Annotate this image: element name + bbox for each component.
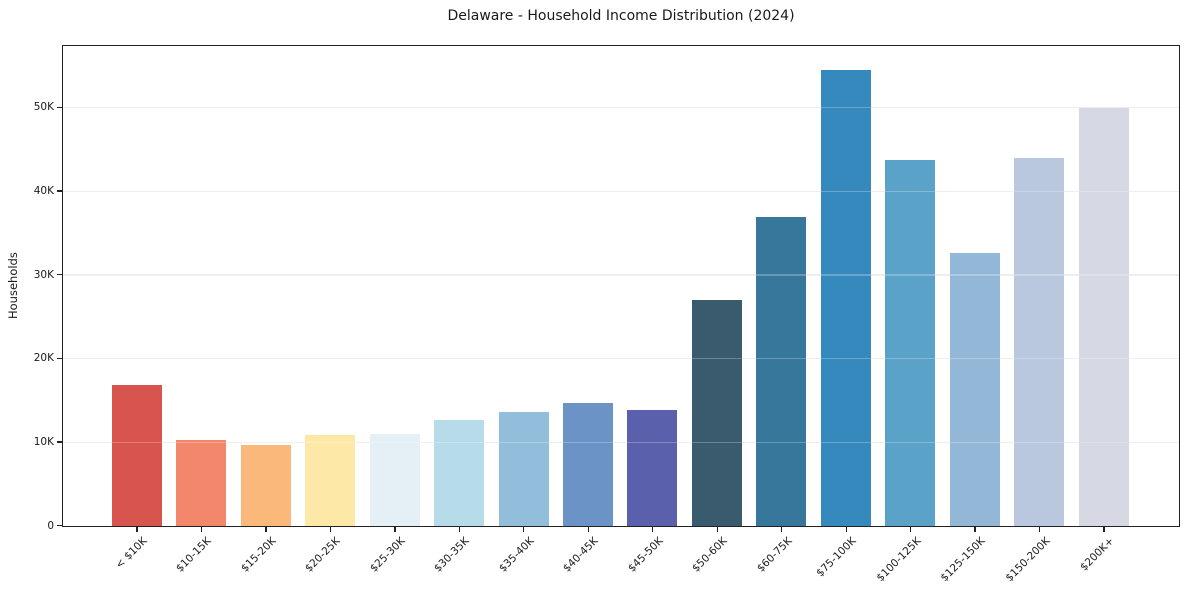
x-tick-mark (845, 527, 847, 532)
x-tick-label: $35-40K (496, 535, 537, 575)
x-tick-mark (523, 527, 525, 532)
bar-$50-60K (691, 300, 742, 526)
x-tick-mark (652, 527, 654, 532)
y-gridline (63, 441, 1179, 443)
y-tick-mark (57, 357, 62, 360)
bar-$75-100K (820, 70, 871, 526)
y-gridline-overlay (63, 274, 1179, 276)
x-tick-label: $125-150K (938, 535, 988, 585)
x-tick-label: $60-75K (754, 535, 795, 575)
y-gridline (63, 107, 1179, 109)
x-tick-label: < $10K (113, 535, 150, 572)
bar-$15-20K (240, 444, 291, 526)
bar-$200K+ (1078, 107, 1129, 526)
x-tick-mark (200, 527, 203, 532)
x-tick-mark (909, 527, 912, 532)
y-gridline-overlay (63, 441, 1179, 443)
bar-< $10K (111, 385, 162, 526)
x-tick-mark (458, 527, 460, 532)
bar-$35-40K (498, 412, 549, 526)
x-tick-mark (1038, 527, 1041, 532)
x-tick-label: $30-35K (432, 535, 472, 575)
bar-$10-15K (176, 439, 227, 526)
x-tick-label: $15-20K (238, 535, 279, 575)
x-tick-label: $25-30K (367, 535, 408, 575)
y-tick-label: 40K (33, 185, 54, 198)
y-tick-label: 30K (33, 268, 54, 281)
y-gridline-overlay (63, 107, 1179, 109)
x-tick-label: $75-100K (814, 535, 859, 580)
y-tick-mark (57, 106, 62, 109)
y-gridline (63, 190, 1179, 192)
x-tick-mark (716, 527, 718, 532)
x-tick-label: $20-25K (303, 535, 343, 575)
x-tick-label: $45-50K (625, 535, 666, 575)
bar-$150-200K (1014, 157, 1065, 526)
y-gridline-overlay (63, 358, 1179, 360)
y-gridline (63, 274, 1179, 276)
y-tick-label: 20K (33, 352, 54, 365)
x-tick-label: $200K+ (1078, 535, 1117, 574)
y-tick-label: 0 (47, 519, 54, 532)
x-tick-mark (781, 527, 783, 532)
x-tick-label: $10-15K (174, 535, 214, 575)
bar-$100-125K (885, 160, 936, 526)
plot-area (62, 45, 1180, 527)
x-tick-mark (136, 527, 138, 532)
x-tick-mark (1103, 527, 1105, 532)
bar-$45-50K (627, 409, 678, 526)
y-tick-label: 50K (33, 101, 54, 114)
x-tick-mark (974, 527, 976, 532)
x-tick-mark (394, 527, 396, 532)
bar-$25-30K (369, 433, 420, 526)
bar-$60-75K (756, 217, 807, 526)
y-gridline (63, 358, 1179, 360)
y-tick-mark (57, 441, 62, 443)
bar-$30-35K (434, 419, 485, 526)
y-tick-mark (57, 274, 62, 276)
x-tick-mark (329, 527, 332, 532)
x-tick-label: $100-125K (874, 535, 924, 585)
y-axis-label: Households (6, 252, 20, 320)
x-tick-label: $150-200K (1002, 535, 1053, 585)
y-tick-label: 10K (33, 436, 54, 449)
bar-$40-45K (562, 403, 613, 526)
x-tick-mark (587, 527, 589, 532)
bar-$20-25K (305, 434, 356, 526)
chart-title: Delaware - Household Income Distribution… (447, 8, 795, 24)
y-tick-mark (57, 190, 62, 192)
x-tick-label: $50-60K (690, 535, 730, 575)
x-tick-mark (265, 527, 267, 532)
y-tick-mark (57, 525, 62, 527)
bar-$125-150K (949, 253, 1000, 526)
x-tick-label: $40-45K (561, 535, 601, 575)
y-gridline-overlay (63, 190, 1179, 192)
